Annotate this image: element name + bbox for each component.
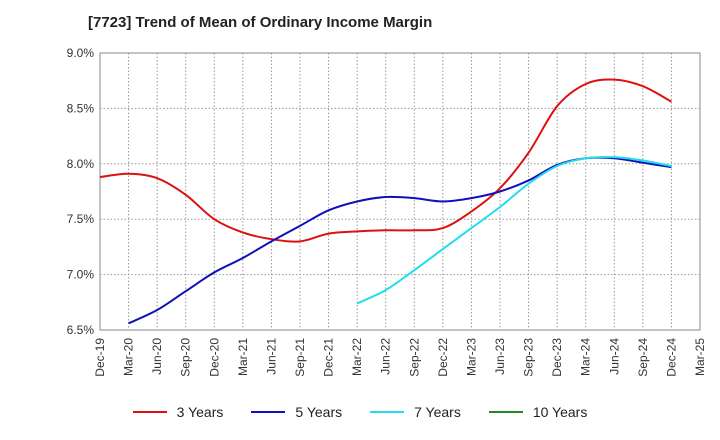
legend-swatch-10-years: [488, 411, 523, 413]
legend-item-5-years: 5 Years: [251, 404, 342, 420]
x-tick-label: Dec-23: [550, 338, 564, 377]
y-axis-ticks: 9.0% 8.5% 8.0% 7.5% 7.0% 6.5%: [67, 46, 95, 337]
x-tick-label: Mar-23: [464, 338, 478, 376]
legend-label-7-years: 7 Years: [414, 404, 461, 420]
y-tick-label: 6.5%: [67, 323, 95, 337]
x-tick-label: Mar-24: [579, 338, 593, 376]
legend-item-3-years: 3 Years: [132, 404, 224, 420]
y-tick-label: 7.0%: [67, 268, 95, 282]
legend-swatch-7-years: [370, 411, 405, 413]
legend-label-5-years: 5 Years: [295, 404, 343, 420]
x-tick-label: Sep-23: [522, 338, 536, 377]
x-tick-label: Dec-20: [207, 338, 221, 377]
x-tick-label: Mar-25: [693, 338, 707, 376]
x-axis-ticks: Dec-19 Mar-20 Jun-20 Sep-20 Dec-20 Mar-21 Jun-…: [93, 338, 707, 377]
x-tick-label: Dec-19: [93, 338, 107, 377]
series-line-3-years: [99, 78, 672, 243]
x-tick-label: Dec-22: [436, 338, 450, 377]
legend-item-7-years: 7 Years: [370, 404, 461, 420]
x-tick-label: Dec-21: [322, 338, 336, 377]
y-tick-label: 7.5%: [67, 212, 95, 226]
legend-swatch-5-years: [251, 411, 286, 413]
legend-label-10-years: 10 Years: [532, 404, 588, 420]
x-tick-label: Mar-22: [350, 338, 364, 376]
series-lines: [99, 78, 672, 325]
series-line-7-years: [356, 155, 672, 305]
chart-title: [7723] Trend of Mean of Ordinary Income …: [88, 14, 433, 31]
y-tick-label: 9.0%: [67, 46, 95, 60]
x-tick-label: Mar-21: [236, 338, 250, 376]
x-tick-label: Jun-20: [150, 338, 164, 375]
x-tick-label: Jun-23: [493, 338, 507, 375]
plot-frame: [99, 52, 701, 331]
x-tick-label: Jun-22: [379, 338, 393, 375]
y-tick-label: 8.0%: [67, 157, 95, 171]
x-tick-label: Sep-21: [293, 338, 307, 377]
x-tick-label: Sep-24: [636, 338, 650, 377]
legend-label-3-years: 3 Years: [176, 404, 224, 420]
legend-swatch-3-years: [132, 411, 167, 413]
x-tick-label: Sep-22: [407, 338, 421, 377]
x-tick-label: Jun-24: [607, 338, 621, 375]
series-line-5-years: [128, 156, 672, 325]
legend-item-10-years: 10 Years: [488, 404, 588, 420]
legend: 3 Years 5 Years 7 Years 10 Years: [0, 404, 720, 420]
x-tick-label: Dec-24: [664, 338, 678, 377]
x-tick-label: Mar-20: [122, 338, 136, 376]
x-tick-label: Jun-21: [264, 338, 278, 375]
x-tick-label: Sep-20: [179, 338, 193, 377]
y-tick-label: 8.5%: [67, 101, 95, 115]
grid-lines: [100, 53, 700, 330]
